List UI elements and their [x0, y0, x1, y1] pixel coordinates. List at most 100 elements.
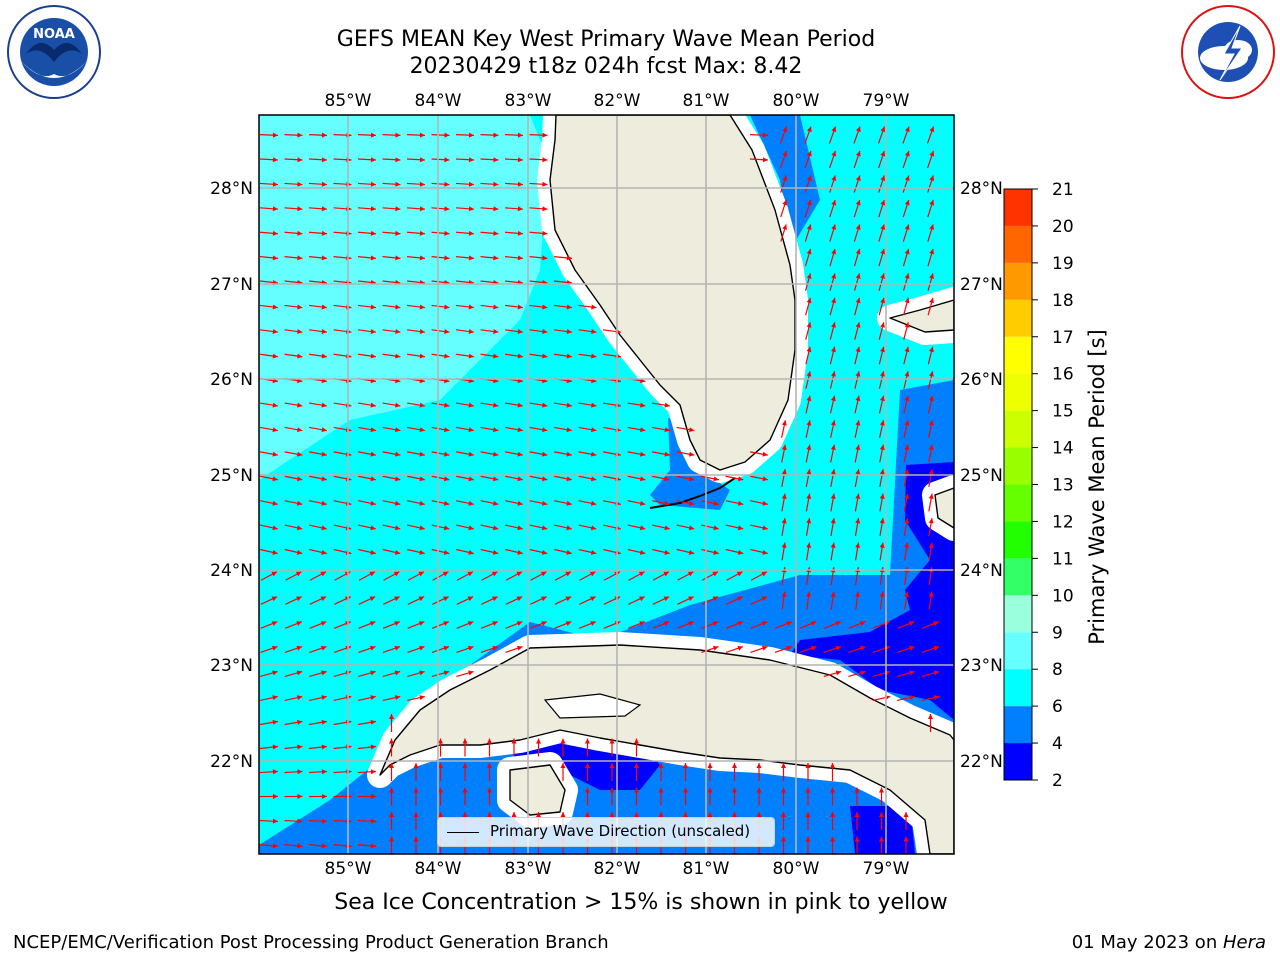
lat-label-right: 25°N — [960, 466, 1003, 486]
wave-arrow-head — [928, 371, 934, 377]
wave-arrow-head — [781, 787, 786, 793]
wave-arrow-head — [444, 230, 450, 236]
wave-arrow-head — [928, 493, 934, 500]
wave-arrow-head — [370, 525, 376, 531]
wave-arrow-head — [517, 549, 523, 555]
wave-arrow-head — [272, 719, 278, 725]
wave-arrow-head — [879, 444, 885, 451]
wave-arrow-head — [806, 518, 812, 524]
wave-arrow-head — [272, 304, 278, 310]
wave-arrow-head — [835, 621, 841, 626]
wave-arrow-head — [712, 645, 719, 651]
wave-arrow-head — [492, 525, 499, 531]
wave-arrow-head — [762, 132, 768, 138]
wave-arrow-head — [664, 427, 670, 433]
wave-arrow-head — [831, 297, 836, 304]
wave-arrow-head — [880, 322, 885, 328]
wave-arrow-head — [517, 132, 523, 138]
wave-arrow-head — [419, 181, 425, 187]
colorbar-segment — [1004, 743, 1032, 780]
wave-arrow-head — [928, 469, 934, 475]
wave-arrow-head — [370, 353, 376, 359]
wave-arrow-head — [933, 670, 940, 676]
wave-arrow-head — [296, 549, 303, 555]
wave-arrow-head — [830, 787, 835, 793]
wave-arrow-head — [879, 591, 885, 597]
wave-arrow-head — [297, 427, 303, 433]
wave-arrow-head — [272, 793, 278, 799]
wave-arrow-head — [468, 402, 474, 408]
wave-arrow-head — [591, 427, 597, 433]
lat-label-left: 28°N — [210, 179, 253, 199]
wave-arrow-head — [272, 427, 278, 433]
wave-arrow-head — [462, 738, 468, 744]
wave-arrow-head — [321, 695, 327, 701]
wave-arrow-head — [517, 157, 523, 163]
colorbar-tick-label: 21 — [1052, 180, 1074, 200]
colorbar-tick-label: 6 — [1052, 697, 1063, 717]
wave-arrow-head — [589, 571, 596, 577]
wave-arrow-head — [419, 132, 425, 138]
wave-arrow-head — [634, 738, 639, 744]
wave-arrow-head — [419, 549, 425, 555]
wave-arrow-head — [297, 818, 303, 824]
colorbar-tick-label: 18 — [1052, 291, 1074, 311]
wave-arrow-head — [370, 402, 376, 408]
wave-arrow-head — [320, 621, 327, 626]
wave-arrow-head — [413, 787, 419, 793]
wave-arrow-head — [370, 304, 376, 310]
wave-arrow-head — [394, 645, 401, 651]
wave-arrow-head — [663, 621, 670, 626]
wave-arrow-head — [565, 571, 571, 577]
wave-arrow-head — [688, 549, 695, 555]
wave-arrow-head — [438, 787, 443, 793]
wave-arrow-head — [591, 329, 597, 334]
wave-arrow-head — [904, 199, 910, 206]
wave-arrow-head — [493, 230, 499, 236]
wave-arrow-head — [395, 230, 401, 236]
wave-arrow-head — [542, 304, 548, 310]
wave-arrow-head — [413, 836, 419, 842]
wave-arrow-head — [394, 451, 401, 457]
wave-arrow-head — [297, 769, 303, 775]
wave-arrow-head — [272, 549, 278, 555]
wave-arrow-head — [880, 248, 886, 255]
wave-arrow-head — [370, 451, 376, 457]
wave-arrow-head — [487, 787, 492, 793]
wave-arrow-head — [321, 206, 327, 212]
wave-arrow-head — [860, 670, 866, 676]
wave-arrow-head — [591, 304, 597, 310]
wave-arrow-head — [468, 476, 474, 482]
wave-arrow-head — [566, 255, 572, 261]
colorbar-segment — [1004, 189, 1032, 226]
colorbar-tick-label: 11 — [1052, 549, 1074, 569]
wave-arrow-head — [639, 500, 646, 506]
footer-date: 01 May 2023 on Hera — [1072, 932, 1266, 953]
wave-arrow-head — [492, 596, 498, 602]
wave-arrow-head — [444, 402, 450, 408]
wave-arrow-head — [370, 157, 376, 163]
wave-arrow-head — [394, 525, 401, 531]
wave-arrow-head — [444, 304, 450, 310]
wave-arrow-head — [542, 427, 548, 433]
wave-arrow-head — [762, 525, 768, 531]
wave-arrow-head — [663, 571, 669, 577]
wave-arrow-head — [511, 812, 517, 817]
wave-arrow-head — [492, 549, 499, 555]
wave-arrow-head — [831, 248, 837, 255]
wave-arrow-head — [468, 206, 474, 212]
wave-arrow-head — [688, 451, 695, 457]
wave-arrow-head — [591, 353, 597, 359]
wave-arrow-head — [467, 621, 474, 626]
wave-arrow-head — [493, 329, 499, 334]
wave-arrow-head — [640, 427, 646, 433]
wave-arrow-head — [831, 126, 837, 133]
wave-arrow-head — [687, 571, 694, 577]
wave-arrow-head — [712, 596, 719, 602]
wave-arrow-head — [585, 787, 590, 793]
wave-arrow-head — [493, 255, 499, 261]
wave-arrow-head — [732, 763, 737, 768]
lat-label-left: 22°N — [210, 752, 253, 772]
wave-arrow-head — [855, 591, 861, 597]
wave-arrow-head — [831, 199, 837, 206]
